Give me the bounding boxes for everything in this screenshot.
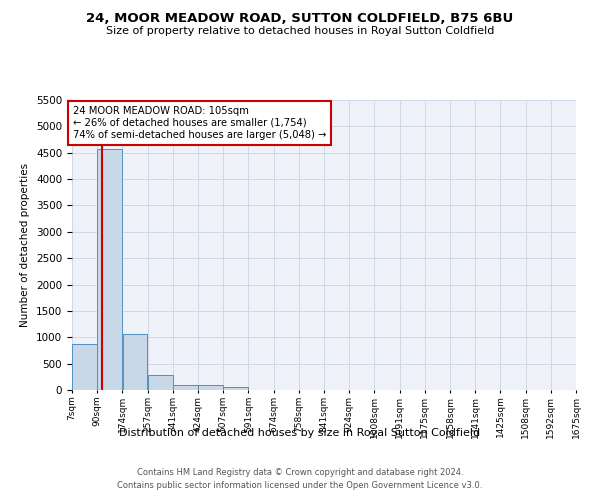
Text: Contains HM Land Registry data © Crown copyright and database right 2024.: Contains HM Land Registry data © Crown c… (137, 468, 463, 477)
Y-axis label: Number of detached properties: Number of detached properties (20, 163, 31, 327)
Text: Contains public sector information licensed under the Open Government Licence v3: Contains public sector information licen… (118, 480, 482, 490)
Bar (148, 374, 173, 390)
Text: 24 MOOR MEADOW ROAD: 105sqm
← 26% of detached houses are smaller (1,754)
74% of : 24 MOOR MEADOW ROAD: 105sqm ← 26% of det… (73, 106, 326, 140)
Bar (97, 148, 122, 390)
Bar (73, 344, 97, 390)
Text: Distribution of detached houses by size in Royal Sutton Coldfield: Distribution of detached houses by size … (119, 428, 481, 438)
Bar (173, 386, 197, 390)
Bar (199, 386, 223, 390)
Bar (123, 334, 147, 390)
Text: 24, MOOR MEADOW ROAD, SUTTON COLDFIELD, B75 6BU: 24, MOOR MEADOW ROAD, SUTTON COLDFIELD, … (86, 12, 514, 26)
Bar (223, 387, 248, 390)
Text: Size of property relative to detached houses in Royal Sutton Coldfield: Size of property relative to detached ho… (106, 26, 494, 36)
